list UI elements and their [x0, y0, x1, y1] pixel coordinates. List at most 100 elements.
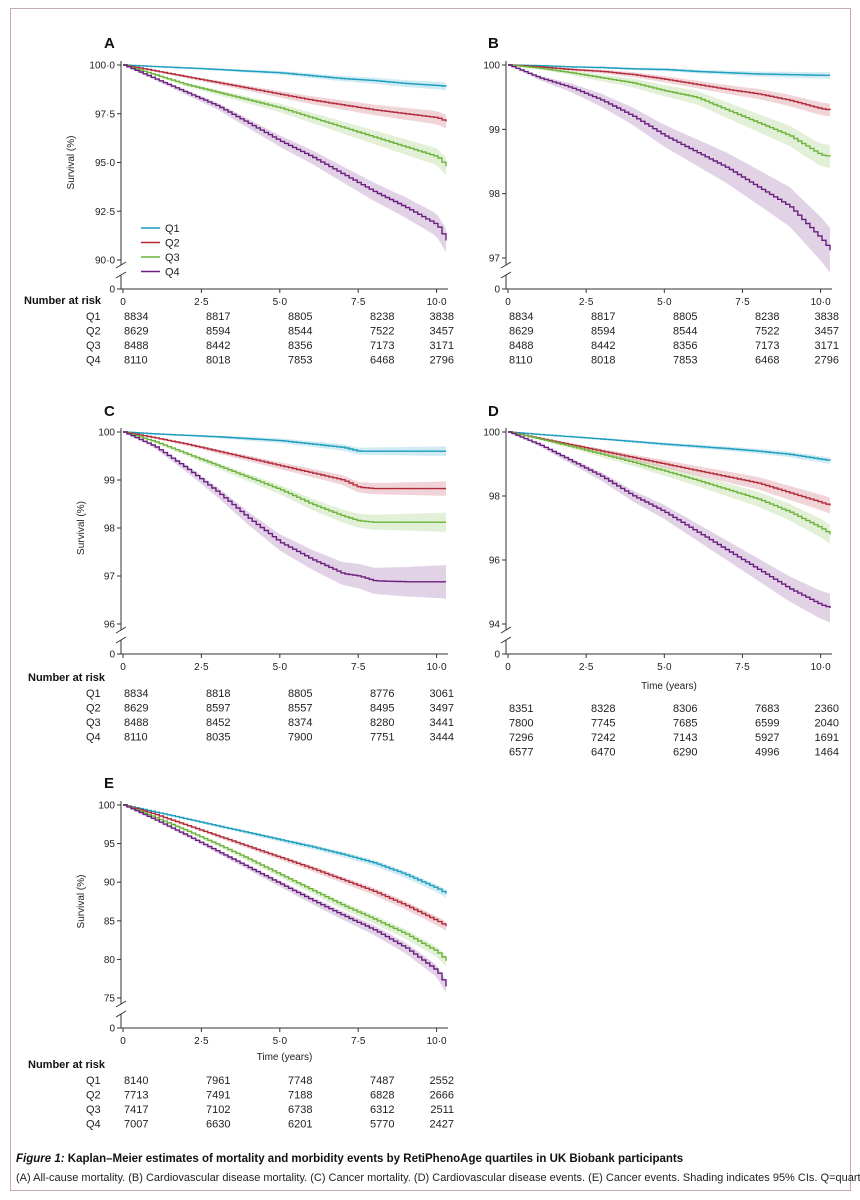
risk-cell: 3444 — [430, 732, 454, 744]
risk-row-name: Q4 — [86, 1119, 101, 1131]
panel-label: B — [488, 35, 499, 52]
risk-cell: 8805 — [288, 311, 312, 323]
panel-label: D — [488, 403, 499, 420]
risk-cell: 3457 — [430, 326, 454, 338]
risk-cell: 7751 — [370, 732, 394, 744]
risk-cell: 8805 — [288, 688, 312, 700]
risk-cell: 3838 — [815, 311, 839, 323]
series-line-q2 — [508, 64, 831, 111]
risk-cell: 8374 — [288, 717, 312, 729]
risk-cell: 8442 — [206, 340, 230, 352]
risk-row-name: Q2 — [86, 1090, 101, 1102]
risk-cell: 2360 — [815, 703, 839, 715]
axis-break-mark — [115, 626, 127, 634]
caption-figure-label: Figure 1: — [16, 1153, 65, 1165]
risk-cell: 6468 — [370, 355, 394, 367]
x-tick-label: 7·5 — [351, 297, 366, 308]
risk-cell: 3061 — [430, 688, 454, 700]
risk-cell: 8035 — [206, 732, 230, 744]
risk-row-name: Q3 — [86, 717, 101, 729]
y-axis-label: Survival (%) — [66, 136, 77, 190]
x-tick-label: 7·5 — [351, 1036, 366, 1047]
ci-band-q2 — [123, 65, 446, 129]
series-line-q4 — [508, 64, 831, 251]
legend-label-q1: Q1 — [165, 223, 180, 235]
risk-cell: 6599 — [755, 718, 779, 730]
axis-break-mark — [500, 626, 512, 634]
series-line-q2 — [123, 804, 447, 927]
series-line-q1 — [123, 64, 447, 87]
legend: Q1 Q2 Q3 Q4 — [141, 223, 180, 279]
y-tick-label: 100 — [98, 801, 115, 812]
x-tick-label: 2·5 — [194, 662, 209, 673]
risk-cell: 8488 — [509, 340, 533, 352]
x-tick-label: 10·0 — [427, 662, 447, 673]
y-tick-label: 90·0 — [95, 256, 115, 267]
risk-cell: 7173 — [755, 340, 779, 352]
x-tick-label: 7·5 — [351, 662, 366, 673]
risk-cell: 7522 — [370, 326, 394, 338]
y-tick-label: 96 — [489, 556, 501, 567]
risk-table-title: Number at risk — [24, 295, 102, 307]
x-tick-label: 10·0 — [811, 662, 831, 673]
risk-cell: 8544 — [288, 326, 312, 338]
y-axis-label: Survival (%) — [76, 875, 87, 929]
panel-label: E — [104, 775, 114, 792]
x-tick-label: 10·0 — [427, 297, 447, 308]
series-line-q2 — [123, 431, 446, 490]
risk-cell: 8834 — [124, 311, 148, 323]
risk-row-name: Q2 — [86, 703, 101, 715]
risk-cell: 8629 — [509, 326, 533, 338]
y-tick-label: 96 — [104, 620, 116, 631]
legend-label-q4: Q4 — [165, 267, 180, 279]
risk-cell: 7173 — [370, 340, 394, 352]
figure-frame — [10, 8, 851, 1191]
axis-break-mark — [115, 271, 127, 279]
risk-cell: 8597 — [206, 703, 230, 715]
panel-label: C — [104, 403, 115, 420]
risk-cell: 2796 — [815, 355, 839, 367]
risk-cell: 7007 — [124, 1119, 148, 1131]
series-line-q1 — [508, 64, 830, 76]
risk-cell: 8834 — [124, 688, 148, 700]
x-tick-label: 2·5 — [579, 297, 594, 308]
y-tick-label: 97 — [104, 572, 116, 583]
risk-cell: 8805 — [673, 311, 697, 323]
risk-cell: 6828 — [370, 1090, 394, 1102]
x-tick-label: 7·5 — [735, 662, 750, 673]
risk-cell: 4996 — [755, 747, 779, 759]
series-line-q1 — [123, 804, 447, 894]
risk-cell: 3441 — [430, 717, 454, 729]
risk-cell: 7683 — [755, 703, 779, 715]
y-tick-label: 100 — [483, 428, 500, 439]
y-tick-label-zero: 0 — [109, 1024, 115, 1035]
risk-cell: 6312 — [370, 1104, 394, 1116]
risk-cell: 2552 — [430, 1075, 454, 1087]
risk-cell: 3838 — [430, 311, 454, 323]
risk-cell: 7143 — [673, 732, 697, 744]
risk-cell: 8495 — [370, 703, 394, 715]
y-tick-label: 95 — [104, 839, 116, 850]
y-axis-label: Survival (%) — [76, 501, 87, 555]
risk-cell: 5927 — [755, 732, 779, 744]
x-tick-label: 0 — [120, 662, 126, 673]
y-tick-label: 85 — [104, 916, 116, 927]
x-tick-label: 2·5 — [579, 662, 594, 673]
risk-row-name: Q1 — [86, 311, 101, 323]
risk-cell: 8018 — [206, 355, 230, 367]
y-tick-label: 98 — [104, 524, 116, 535]
risk-cell: 8442 — [591, 340, 615, 352]
legend-label-q2: Q2 — [165, 238, 180, 250]
risk-cell: 7961 — [206, 1075, 230, 1087]
axis-break-mark — [500, 636, 512, 644]
panel-d: D 100 98 96 94 00 2·5 5·0 7·5 10·0 Time (years) 835… — [483, 403, 839, 759]
series-line-q2 — [123, 64, 447, 122]
series-line-q3 — [123, 64, 447, 167]
risk-cell: 8557 — [288, 703, 312, 715]
risk-cell: 2666 — [430, 1090, 454, 1102]
risk-row-name: Q4 — [86, 355, 101, 367]
risk-cell: 7745 — [591, 718, 615, 730]
ci-band-q4 — [508, 432, 830, 623]
risk-cell: 7853 — [288, 355, 312, 367]
